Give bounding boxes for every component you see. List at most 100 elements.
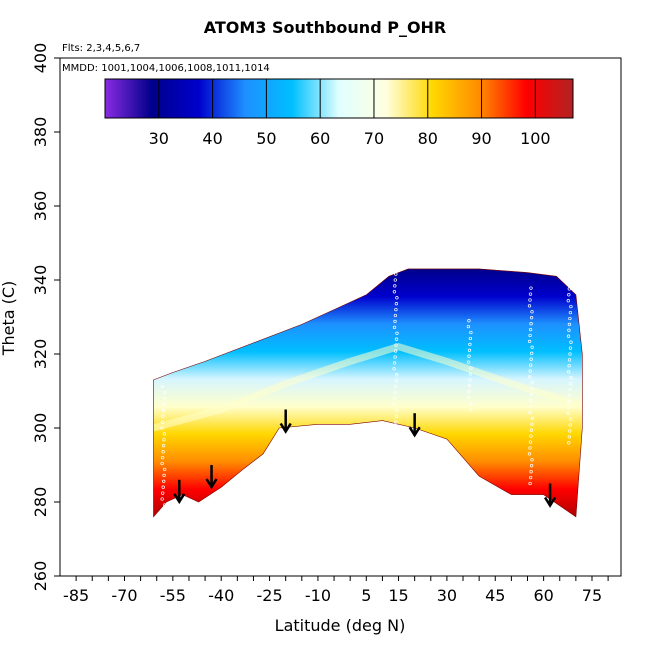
sample-point: [529, 393, 533, 397]
sample-point: [567, 441, 571, 445]
sample-point: [528, 404, 533, 409]
sample-point: [567, 358, 572, 362]
sample-point: [568, 352, 572, 356]
sample-point: [162, 432, 167, 436]
sample-point: [395, 408, 399, 412]
y-tick-label: 380: [31, 117, 50, 148]
sample-point: [393, 355, 397, 359]
sample-point: [530, 310, 534, 314]
sample-point: [161, 414, 165, 418]
sample-point: [568, 316, 572, 321]
colorbar-tick-label: 70: [364, 129, 384, 148]
sample-point: [394, 307, 398, 312]
chart-title: ATOM3 Southbound P_OHR: [204, 18, 447, 37]
mmdd-annotation: MMDD: 1001,1004,1006,1008,1011,1014: [62, 63, 270, 74]
sample-point: [393, 313, 398, 318]
sample-point: [393, 349, 398, 353]
sample-point: [529, 428, 534, 432]
y-tick-label: 300: [31, 413, 50, 444]
sample-point: [529, 357, 533, 361]
sample-point: [394, 414, 398, 418]
sample-point: [392, 402, 396, 406]
sample-point: [568, 387, 572, 392]
theta-field: [153, 268, 583, 517]
x-axis-label: Latitude (deg N): [275, 616, 406, 635]
sample-point: [569, 340, 573, 344]
sample-point: [393, 278, 397, 282]
sample-point: [395, 331, 399, 335]
sample-point: [162, 479, 166, 483]
sample-point: [528, 481, 532, 486]
x-tick-label: -85: [63, 586, 89, 605]
plot-frame: [59, 57, 622, 577]
sample-point: [162, 467, 167, 472]
sample-point: [529, 398, 533, 403]
sample-point: [394, 373, 399, 377]
sample-point: [468, 372, 473, 376]
x-axis: -85 -70 -55 -40 -25 -10 5 15 30 45 60 75: [63, 576, 609, 605]
sample-point: [530, 458, 534, 462]
colorbar-tick-label: 80: [418, 129, 438, 148]
colorbar-tick-label: 50: [256, 129, 276, 148]
y-tick-label: 280: [31, 487, 50, 518]
colorbar: 30 40 50 60 70 80 90 100: [104, 78, 574, 148]
sample-point: [394, 272, 398, 276]
sample-point: [469, 330, 473, 335]
sample-point: [394, 378, 398, 383]
x-tick-label: -70: [111, 586, 137, 605]
sample-point: [395, 296, 399, 300]
sample-point: [529, 464, 534, 468]
sample-point: [467, 390, 471, 394]
sample-point: [393, 319, 397, 324]
sample-point: [162, 402, 166, 406]
sample-point: [160, 461, 164, 466]
sample-point: [160, 384, 164, 389]
sample-point: [567, 399, 571, 404]
sample-point: [530, 345, 534, 349]
sample-point: [529, 286, 533, 290]
sample-point: [469, 401, 473, 406]
sample-point: [528, 327, 533, 332]
sample-point: [468, 336, 473, 341]
sample-point: [468, 342, 472, 347]
sample-point: [394, 266, 398, 270]
sample-point: [467, 319, 471, 323]
x-tick-label: 15: [388, 586, 408, 605]
y-tick-label: 260: [31, 561, 50, 592]
y-axis: 260 280 300 320 340 360 380 400: [31, 43, 60, 592]
x-tick-label: -25: [256, 586, 282, 605]
sample-point: [567, 405, 571, 409]
sample-point: [567, 322, 572, 327]
sample-point: [567, 435, 571, 439]
sample-point: [466, 360, 471, 364]
sample-point: [467, 348, 472, 352]
sample-point: [569, 417, 573, 421]
colorbar-ticks: 30 40 50 60 70 80 90 100: [149, 79, 551, 148]
colorbar-tick-label: 30: [149, 129, 169, 148]
sample-track: [392, 260, 399, 430]
sample-point: [530, 351, 534, 355]
sample-point: [160, 497, 164, 501]
x-tick-label: 5: [361, 586, 371, 605]
section-layer: [153, 260, 583, 519]
colorbar-tick-label: 100: [520, 129, 551, 148]
sample-point: [568, 429, 572, 433]
sample-point: [161, 491, 165, 495]
colorbar-tick-label: 90: [471, 129, 491, 148]
sample-point: [392, 361, 397, 365]
y-tick-label: 360: [31, 191, 50, 222]
sample-point: [393, 426, 397, 430]
x-tick-label: -10: [305, 586, 331, 605]
sample-point: [568, 381, 573, 386]
sample-point: [468, 378, 472, 382]
sample-point: [568, 275, 572, 279]
sample-point: [569, 304, 573, 309]
chart-subtitle: Flts: 2,3,4,5,6,7: [62, 43, 140, 54]
colorbar-tick-label: 60: [310, 129, 330, 148]
sample-point: [567, 328, 571, 332]
sample-point: [528, 446, 532, 450]
sample-point: [567, 364, 571, 368]
sample-point: [528, 410, 532, 415]
sample-point: [160, 455, 165, 460]
sample-point: [528, 292, 533, 296]
